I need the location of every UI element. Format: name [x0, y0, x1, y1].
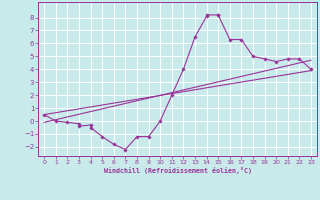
X-axis label: Windchill (Refroidissement éolien,°C): Windchill (Refroidissement éolien,°C) [104, 167, 252, 174]
